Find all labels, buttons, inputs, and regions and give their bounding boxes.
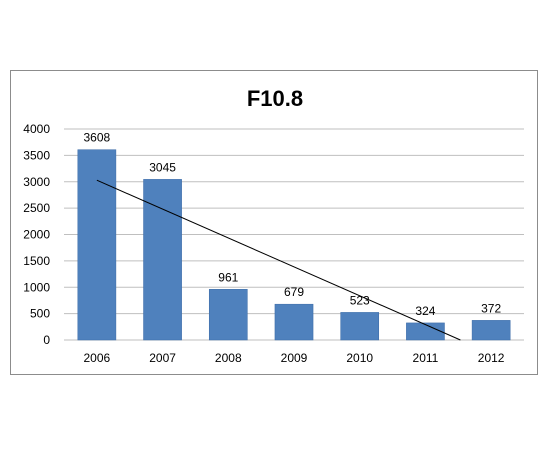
y-tick-label: 500 — [30, 307, 50, 321]
bar — [274, 303, 314, 341]
x-tick-label: 2007 — [149, 351, 176, 365]
data-labels: 3608 3045 961 679 523 324 372 — [84, 131, 502, 318]
gridlines — [64, 128, 524, 341]
bars — [77, 149, 511, 341]
bar — [340, 312, 380, 341]
data-label: 3608 — [84, 131, 111, 145]
x-tick-label: 2006 — [84, 351, 111, 365]
y-tick-label: 3000 — [23, 175, 50, 189]
y-tick-label: 4000 — [23, 122, 50, 136]
bar — [471, 320, 511, 341]
trendline — [96, 179, 461, 341]
y-tick-label: 3500 — [23, 148, 50, 162]
bar — [208, 289, 248, 341]
chart-title: F10.8 — [246, 86, 304, 111]
y-axis: 0 500 1000 1500 2000 2500 3000 3500 4000 — [23, 122, 50, 347]
trendline-path — [96, 179, 461, 341]
x-tick-label: 2010 — [346, 351, 373, 365]
x-tick-label: 2009 — [281, 351, 308, 365]
y-tick-label: 1000 — [23, 280, 50, 294]
data-label: 324 — [415, 304, 435, 318]
x-tick-label: 2011 — [413, 351, 439, 365]
y-tick-label: 1500 — [23, 254, 50, 268]
bar — [77, 149, 117, 341]
x-axis: 2006 2007 2008 2009 2010 2011 2012 — [84, 351, 505, 365]
data-label: 372 — [481, 301, 501, 315]
y-tick-label: 2000 — [23, 228, 50, 242]
data-label: 3045 — [149, 160, 176, 174]
bar — [406, 322, 445, 341]
data-label: 679 — [284, 285, 304, 299]
x-tick-label: 2012 — [478, 351, 505, 365]
bar — [143, 179, 182, 341]
x-tick-label: 2008 — [215, 351, 242, 365]
data-label: 961 — [218, 270, 238, 284]
y-tick-label: 0 — [43, 333, 50, 347]
data-label: 523 — [350, 293, 370, 307]
y-tick-label: 2500 — [23, 201, 50, 215]
